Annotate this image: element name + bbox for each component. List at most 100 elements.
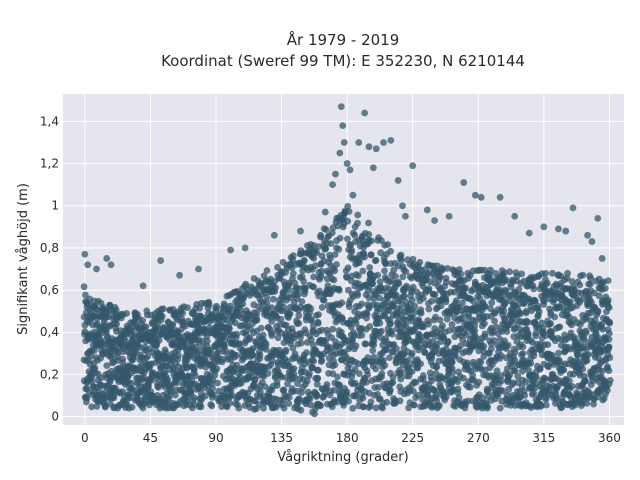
- data-point: [382, 259, 389, 267]
- data-point: [330, 276, 338, 284]
- data-point: [549, 269, 556, 277]
- data-point: [318, 326, 326, 334]
- data-point: [291, 374, 298, 382]
- data-point: [259, 331, 267, 339]
- data-point: [218, 355, 226, 363]
- data-point: [448, 358, 455, 366]
- data-point: [280, 303, 288, 311]
- data-point: [408, 368, 416, 375]
- data-point: [522, 309, 530, 317]
- data-point: [286, 310, 294, 317]
- data-point: [583, 357, 591, 364]
- outlier-point: [346, 166, 354, 174]
- data-point: [273, 378, 281, 386]
- data-point: [538, 319, 546, 327]
- data-point: [606, 354, 614, 361]
- data-point: [410, 401, 417, 408]
- data-point: [393, 345, 400, 352]
- outlier-point: [555, 225, 562, 233]
- data-point: [226, 399, 234, 407]
- outlier-point: [365, 143, 373, 151]
- data-point: [542, 401, 550, 409]
- data-point: [375, 294, 383, 302]
- data-point: [518, 270, 526, 278]
- data-point: [210, 391, 217, 398]
- data-point: [285, 394, 293, 401]
- data-point: [142, 323, 150, 331]
- data-point: [82, 398, 90, 406]
- data-point: [487, 345, 495, 353]
- x-tick-label: 270: [467, 431, 490, 445]
- data-point: [257, 324, 265, 332]
- data-point: [290, 365, 298, 372]
- data-point: [510, 326, 518, 333]
- data-point: [605, 335, 613, 343]
- data-point: [298, 389, 305, 396]
- data-point: [351, 365, 359, 373]
- data-point: [466, 383, 474, 391]
- data-point: [598, 367, 606, 375]
- data-point: [331, 361, 339, 369]
- y-tick-label: 1: [51, 199, 59, 213]
- data-point: [504, 341, 512, 349]
- outlier-point: [176, 271, 183, 279]
- data-point: [372, 404, 380, 412]
- data-point: [155, 337, 163, 344]
- outlier-point: [343, 160, 351, 167]
- outlier-point: [340, 139, 348, 146]
- data-point: [556, 323, 564, 331]
- data-point: [491, 317, 498, 325]
- data-point: [343, 391, 351, 399]
- data-point: [205, 298, 213, 306]
- data-point: [208, 402, 216, 410]
- data-point: [307, 305, 315, 313]
- data-point: [519, 343, 527, 351]
- x-tick-label: 0: [81, 431, 89, 445]
- data-point: [348, 337, 356, 345]
- data-point: [541, 375, 549, 383]
- data-point: [582, 345, 590, 353]
- data-point: [289, 252, 297, 260]
- data-point: [463, 331, 470, 339]
- data-point: [386, 386, 394, 394]
- data-point: [546, 321, 553, 328]
- data-point: [317, 402, 324, 409]
- x-tick-labels: 0 45 90 135 180 225 270 315 360: [81, 431, 621, 445]
- data-point: [437, 302, 445, 310]
- data-point: [123, 310, 130, 317]
- data-point: [479, 394, 486, 402]
- data-point: [379, 302, 387, 310]
- data-point: [524, 330, 532, 337]
- data-point: [363, 314, 370, 322]
- data-point: [322, 226, 330, 234]
- y-tick-labels: 0 0,2 0,4 0,6 0,8 1 1,2 1,4: [40, 114, 59, 423]
- data-point: [209, 384, 217, 392]
- data-point: [605, 330, 613, 337]
- data-point: [487, 266, 494, 274]
- outlier-point: [329, 181, 336, 189]
- data-point: [336, 234, 344, 242]
- outlier-point: [394, 177, 402, 184]
- outlier-point: [569, 204, 577, 212]
- data-point: [436, 273, 444, 281]
- data-point: [345, 208, 353, 215]
- outlier-point: [297, 227, 304, 235]
- data-point: [289, 270, 297, 277]
- data-point: [580, 372, 588, 380]
- data-point: [444, 338, 452, 345]
- data-point: [256, 355, 264, 362]
- outlier-point: [332, 170, 339, 178]
- data-point: [295, 395, 303, 403]
- data-point: [397, 369, 405, 377]
- data-point: [412, 379, 420, 386]
- data-point: [538, 402, 545, 409]
- data-point: [327, 255, 334, 262]
- data-point: [214, 379, 222, 387]
- data-point: [605, 304, 613, 311]
- data-point: [541, 297, 548, 305]
- data-point: [256, 388, 264, 395]
- data-point: [481, 320, 488, 327]
- data-point: [175, 352, 182, 359]
- data-point: [127, 379, 135, 387]
